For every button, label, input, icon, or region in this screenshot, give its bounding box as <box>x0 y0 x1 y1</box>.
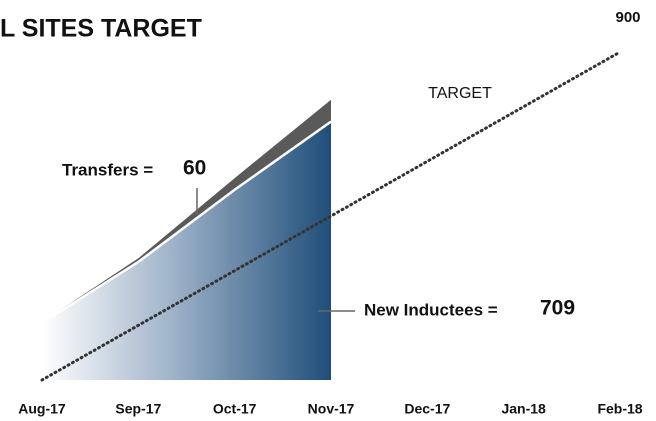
chart-title: L SITES TARGET <box>0 15 202 43</box>
transfers-label: Transfers = <box>62 160 153 179</box>
inductees-label: New Inductees = <box>364 300 498 319</box>
x-tick-label: Sep-17 <box>115 401 161 417</box>
target-label: TARGET <box>428 85 492 102</box>
x-tick-label: Dec-17 <box>404 401 450 417</box>
x-tick-label: Oct-17 <box>213 401 257 417</box>
x-tick-label: Jan-18 <box>501 401 546 417</box>
x-tick-label: Nov-17 <box>308 401 355 417</box>
inductees-area <box>42 121 331 380</box>
inductees-value: 709 <box>540 297 575 320</box>
target-line <box>40 50 622 382</box>
x-tick-label: Feb-18 <box>597 401 642 417</box>
x-tick-label: Aug-17 <box>18 401 66 417</box>
transfers-value: 60 <box>183 157 206 180</box>
inductees-edge <box>41 120 332 324</box>
target-end-label: 900 <box>615 9 640 26</box>
